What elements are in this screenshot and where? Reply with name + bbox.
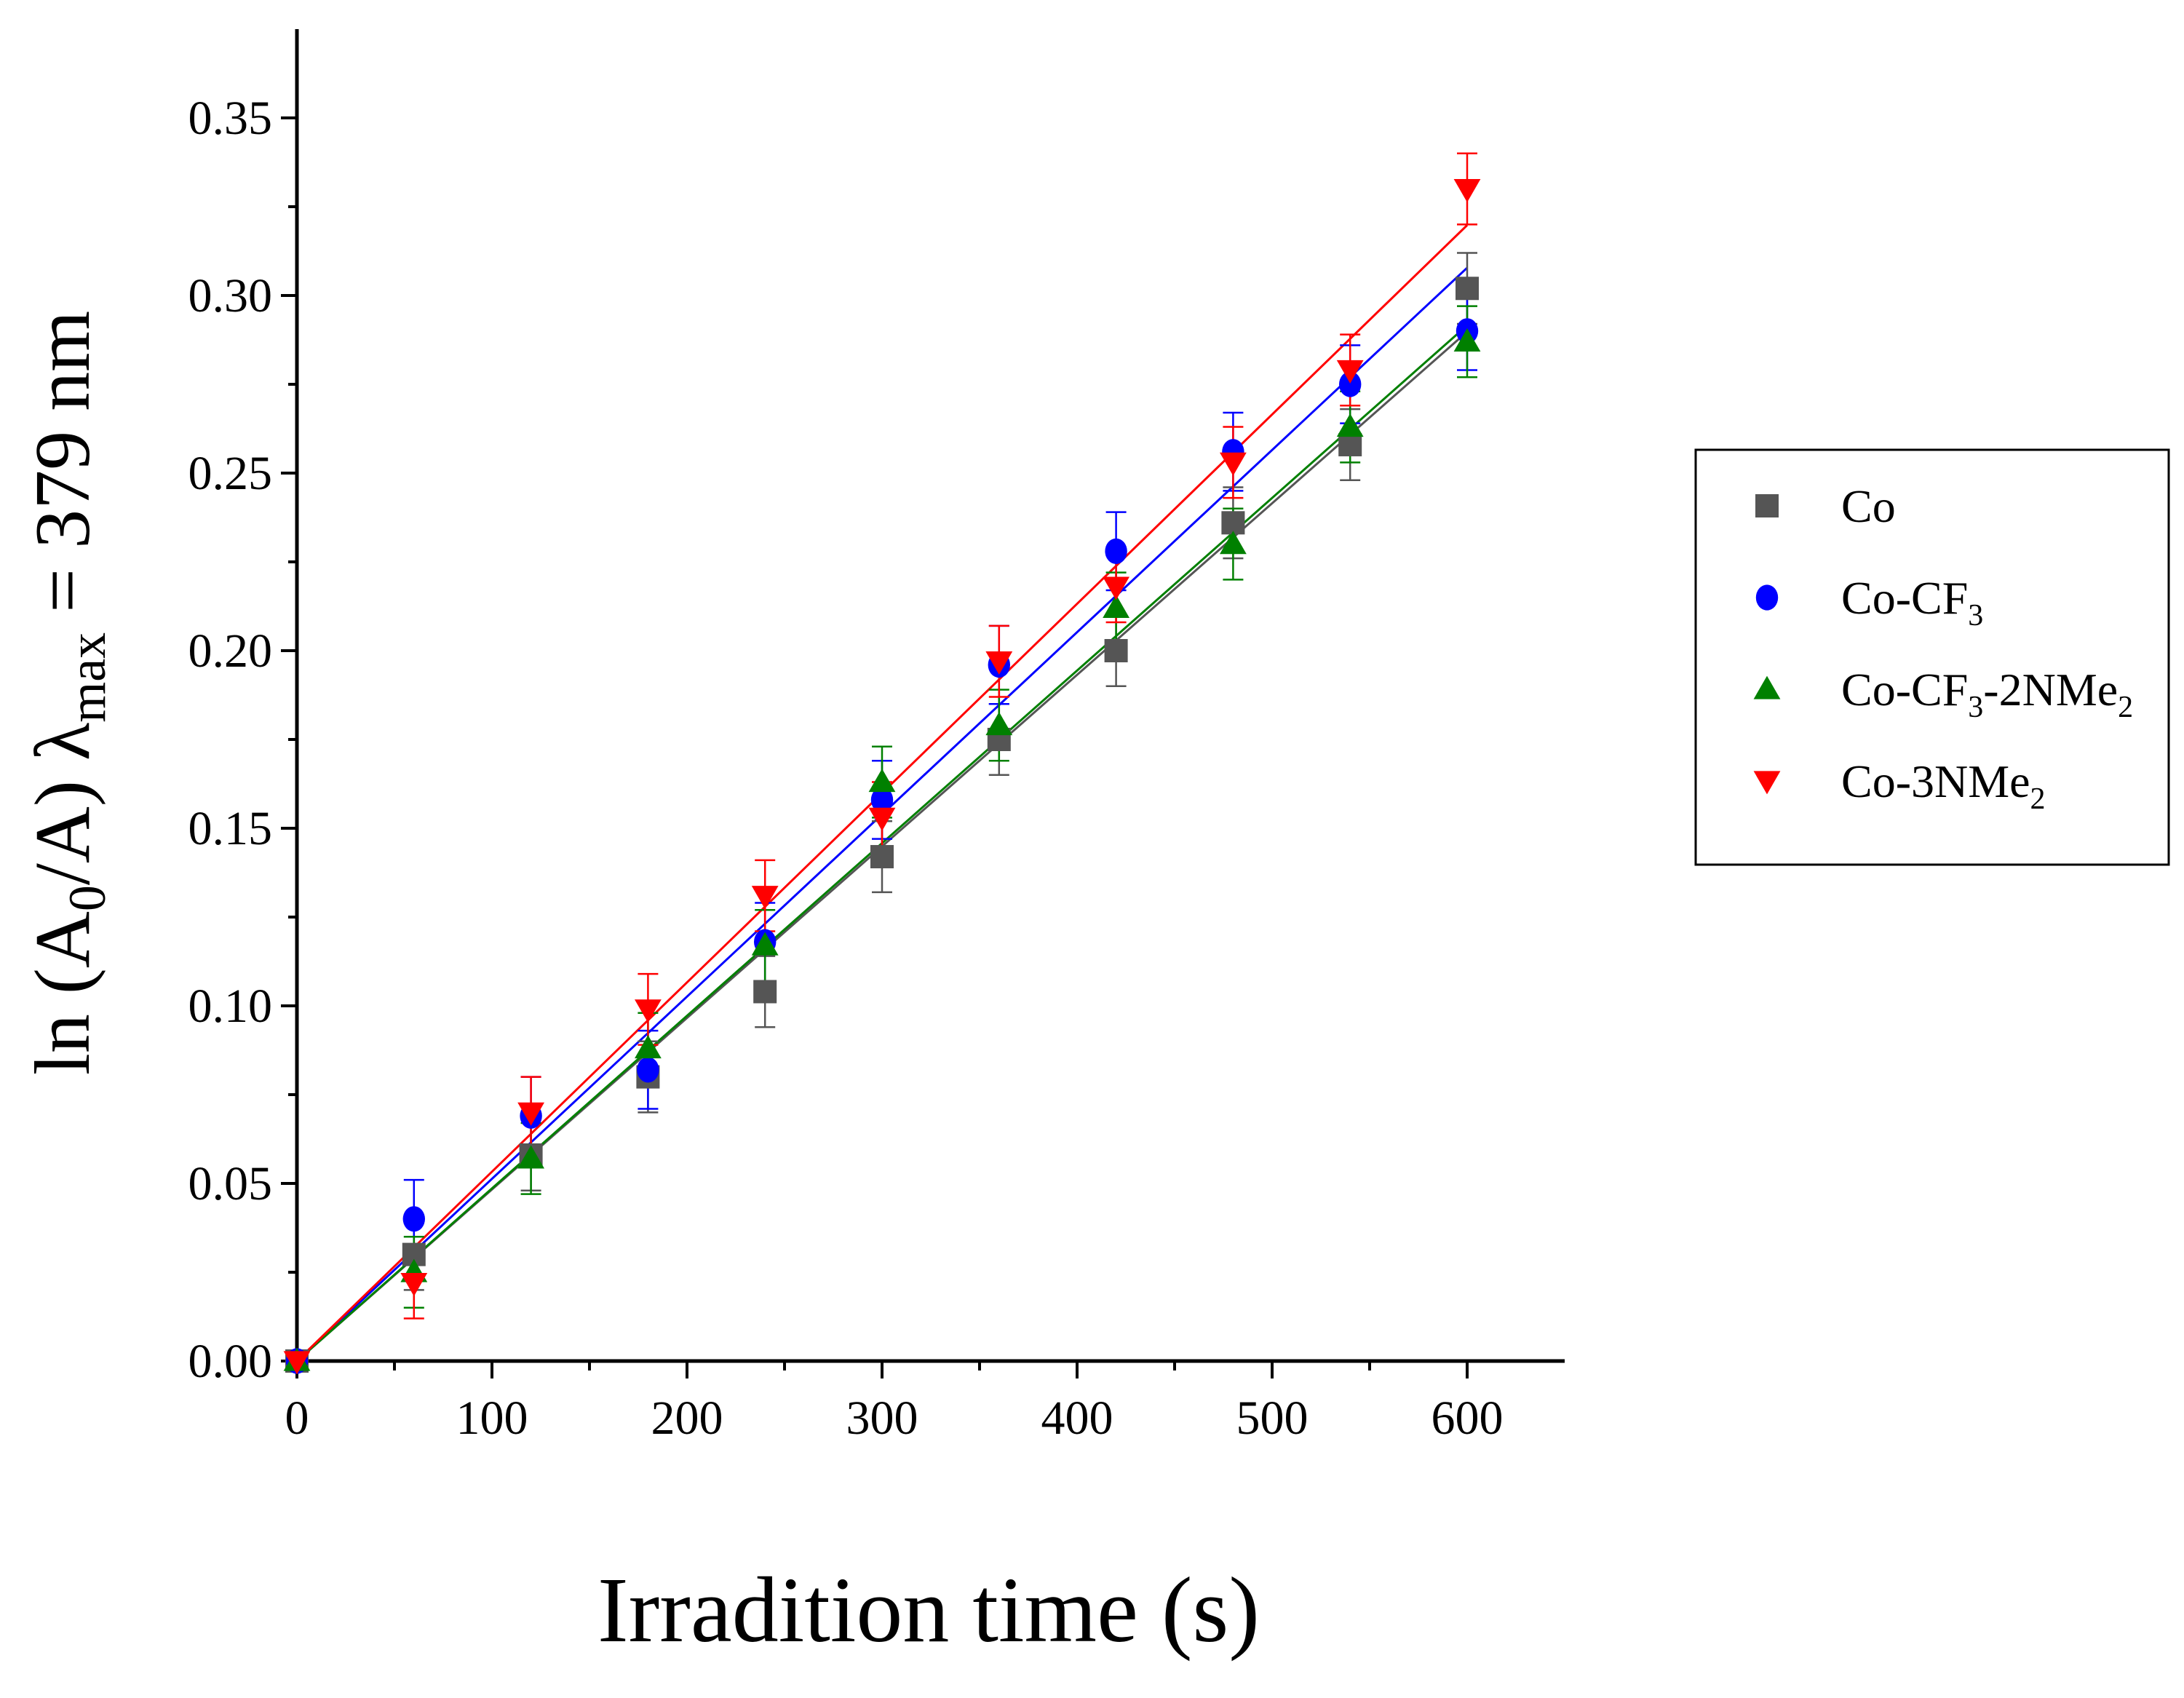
data-point — [1103, 595, 1129, 619]
legend-label: Co-CF3-2NMe2​ — [1841, 664, 2133, 724]
axes: 0.00 0.05 0.10 0.15 0.20 0.25 0.30 0.35 0 100 200 3… — [188, 29, 1565, 1445]
data-point — [402, 1206, 425, 1232]
y-tick-label: 0.00 — [188, 1335, 273, 1388]
data-point — [1336, 360, 1364, 384]
data-markers — [283, 179, 1481, 1375]
data-point — [870, 787, 894, 813]
data-point — [1220, 531, 1247, 555]
y-tick-label: 0.30 — [188, 269, 273, 322]
y-tick-label: 0.05 — [188, 1157, 273, 1210]
legend-label-sub: 3 — [1968, 599, 1983, 632]
legend-marker — [1755, 584, 1779, 611]
x-tick-label: 0 — [285, 1392, 309, 1445]
data-point — [517, 1145, 544, 1169]
data-point — [1105, 538, 1127, 564]
legend-label-text: Co-3NMe — [1841, 755, 2030, 807]
data-point — [868, 807, 896, 831]
y-axis-title: ln (A0/A) λmax = 379 nm — [20, 311, 116, 1075]
y-axis-title-sub2: max — [58, 632, 116, 723]
data-point — [751, 932, 779, 956]
legend-marker — [1753, 675, 1781, 699]
data-point — [870, 845, 894, 869]
legend-marker — [1753, 771, 1781, 795]
data-point — [985, 651, 1013, 675]
data-point — [868, 769, 896, 793]
y-tick-label: 0.15 — [188, 802, 273, 855]
data-point — [1453, 328, 1481, 352]
legend: Co Co-CF3​ Co-CF3-2NMe2​ Co-3NMe2​ — [1694, 448, 2170, 866]
y-tick-label: 0.10 — [188, 980, 273, 1033]
legend-label: Co — [1841, 480, 1896, 532]
legend-label-text: Co-CF — [1841, 572, 1968, 624]
legend-label-text: Co — [1841, 480, 1896, 532]
x-tick-label: 300 — [846, 1392, 918, 1445]
legend-label: Co-CF3​ — [1841, 572, 1983, 632]
data-point — [751, 886, 779, 910]
x-tick-label: 500 — [1236, 1392, 1309, 1445]
data-point — [637, 1057, 659, 1083]
x-axis-title: Irradition time (s) — [597, 1558, 1260, 1662]
data-point — [1221, 511, 1245, 535]
x-tick-label: 100 — [456, 1392, 528, 1445]
legend-label-text: Co-CF — [1841, 664, 1968, 715]
legend-label-text: -2NMe — [1983, 664, 2118, 715]
x-tick-label: 200 — [651, 1392, 723, 1445]
y-axis-title-mid: /A) λ — [20, 723, 106, 885]
legend-label-sub: 3 — [1968, 691, 1983, 724]
y-axis-title-prefix: ln (A — [20, 911, 106, 1075]
x-tick-label: 400 — [1041, 1392, 1113, 1445]
data-point — [635, 1035, 662, 1059]
x-tick-label: 600 — [1431, 1392, 1504, 1445]
data-point — [1103, 576, 1129, 600]
legend-label: Co-3NMe2​ — [1841, 755, 2046, 816]
data-point — [1104, 639, 1128, 662]
data-point — [283, 1351, 311, 1375]
data-point — [635, 999, 662, 1023]
data-point — [517, 1102, 544, 1126]
data-point — [400, 1273, 428, 1297]
legend-marker — [1755, 494, 1779, 517]
legend-label-sub: 2 — [2030, 782, 2046, 816]
legend-box — [1694, 448, 2170, 866]
y-tick-label: 0.20 — [188, 624, 273, 678]
data-point — [1456, 277, 1479, 301]
data-point — [753, 980, 777, 1004]
y-axis-title-sub: 0 — [58, 885, 116, 911]
data-point — [1339, 371, 1362, 397]
data-point — [985, 712, 1013, 736]
legend-label-sub: 2 — [2118, 691, 2133, 724]
data-point — [1336, 413, 1364, 437]
data-point — [1220, 452, 1247, 476]
y-axis-title-suffix: = 379 nm — [20, 311, 106, 632]
data-point — [1453, 179, 1481, 202]
data-point — [1338, 432, 1362, 456]
y-tick-label: 0.25 — [188, 447, 273, 500]
y-tick-label: 0.35 — [188, 92, 273, 145]
